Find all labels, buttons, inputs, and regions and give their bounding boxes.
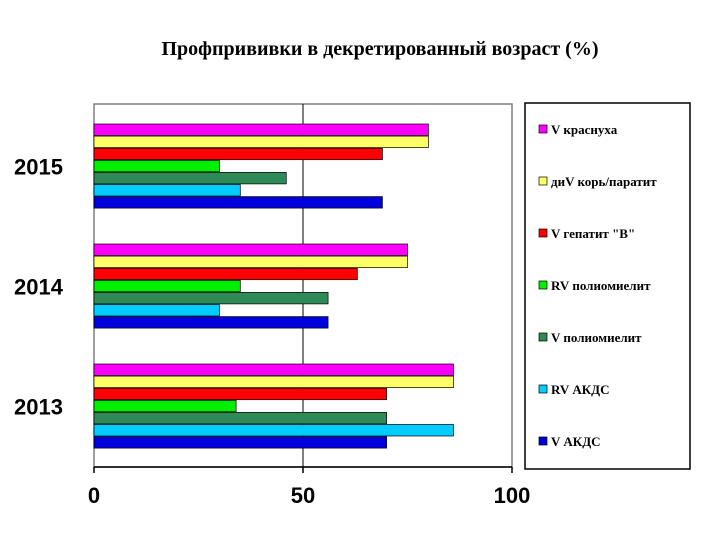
legend-box [524,102,691,470]
category-label-2015: 2015 [14,154,63,179]
legend-swatch-3 [538,228,548,238]
x-tick-label-50: 50 [291,483,315,508]
bar-2013-series-1 [93,363,454,376]
legend-swatch-5 [538,332,548,342]
legend-swatch-1 [538,124,548,134]
bar-2014-series-4 [93,279,241,293]
category-label-2014: 2014 [14,274,64,299]
bar-2015-series-7 [93,196,383,209]
chart-title: Профпрививки в декретированный возраст (… [161,38,599,60]
bar-2015-series-3 [93,147,383,161]
bar-2014-series-1 [93,243,408,256]
legend-label-4: RV полиомиелит [551,278,651,293]
legend-label-3: V гепатит "В" [551,226,635,241]
legend-swatch-2 [538,176,548,186]
bar-2015-series-4 [93,159,220,173]
x-tick-label-100: 100 [494,483,531,508]
bar-2013-series-3 [93,387,387,401]
bar-2014-series-6 [93,304,220,317]
legend-label-2: диV корь/паратит [551,174,657,189]
bar-2015-series-6 [93,184,241,197]
bar-2014-series-3 [93,267,358,281]
legend-swatch-6 [538,384,548,394]
bar-2013-series-7 [93,436,387,449]
legend-label-6: RV АКДС [551,382,609,397]
legend-swatch-7 [538,436,548,446]
legend-swatch-4 [538,280,548,290]
bar-2013-series-4 [93,399,237,413]
legend-label-7: V АКДС [551,434,601,449]
legend: V краснуха диV корь/паратит V гепатит "В" R… [524,102,691,470]
bar-2014-series-2 [93,255,408,268]
bar-2014-series-7 [93,316,329,329]
x-tick-label-0: 0 [88,483,100,508]
bar-2015-series-2 [93,135,429,148]
legend-label-1: V краснуха [551,122,618,137]
bar-2014-series-5 [93,292,329,305]
bar-2015-series-5 [93,172,287,185]
bar-2015-series-1 [93,123,429,136]
category-label-2013: 2013 [14,394,63,419]
bar-2013-series-6 [93,424,454,437]
bar-2013-series-5 [93,412,387,425]
legend-label-5: V полиомиелит [551,330,642,345]
bar-2013-series-2 [93,375,454,388]
